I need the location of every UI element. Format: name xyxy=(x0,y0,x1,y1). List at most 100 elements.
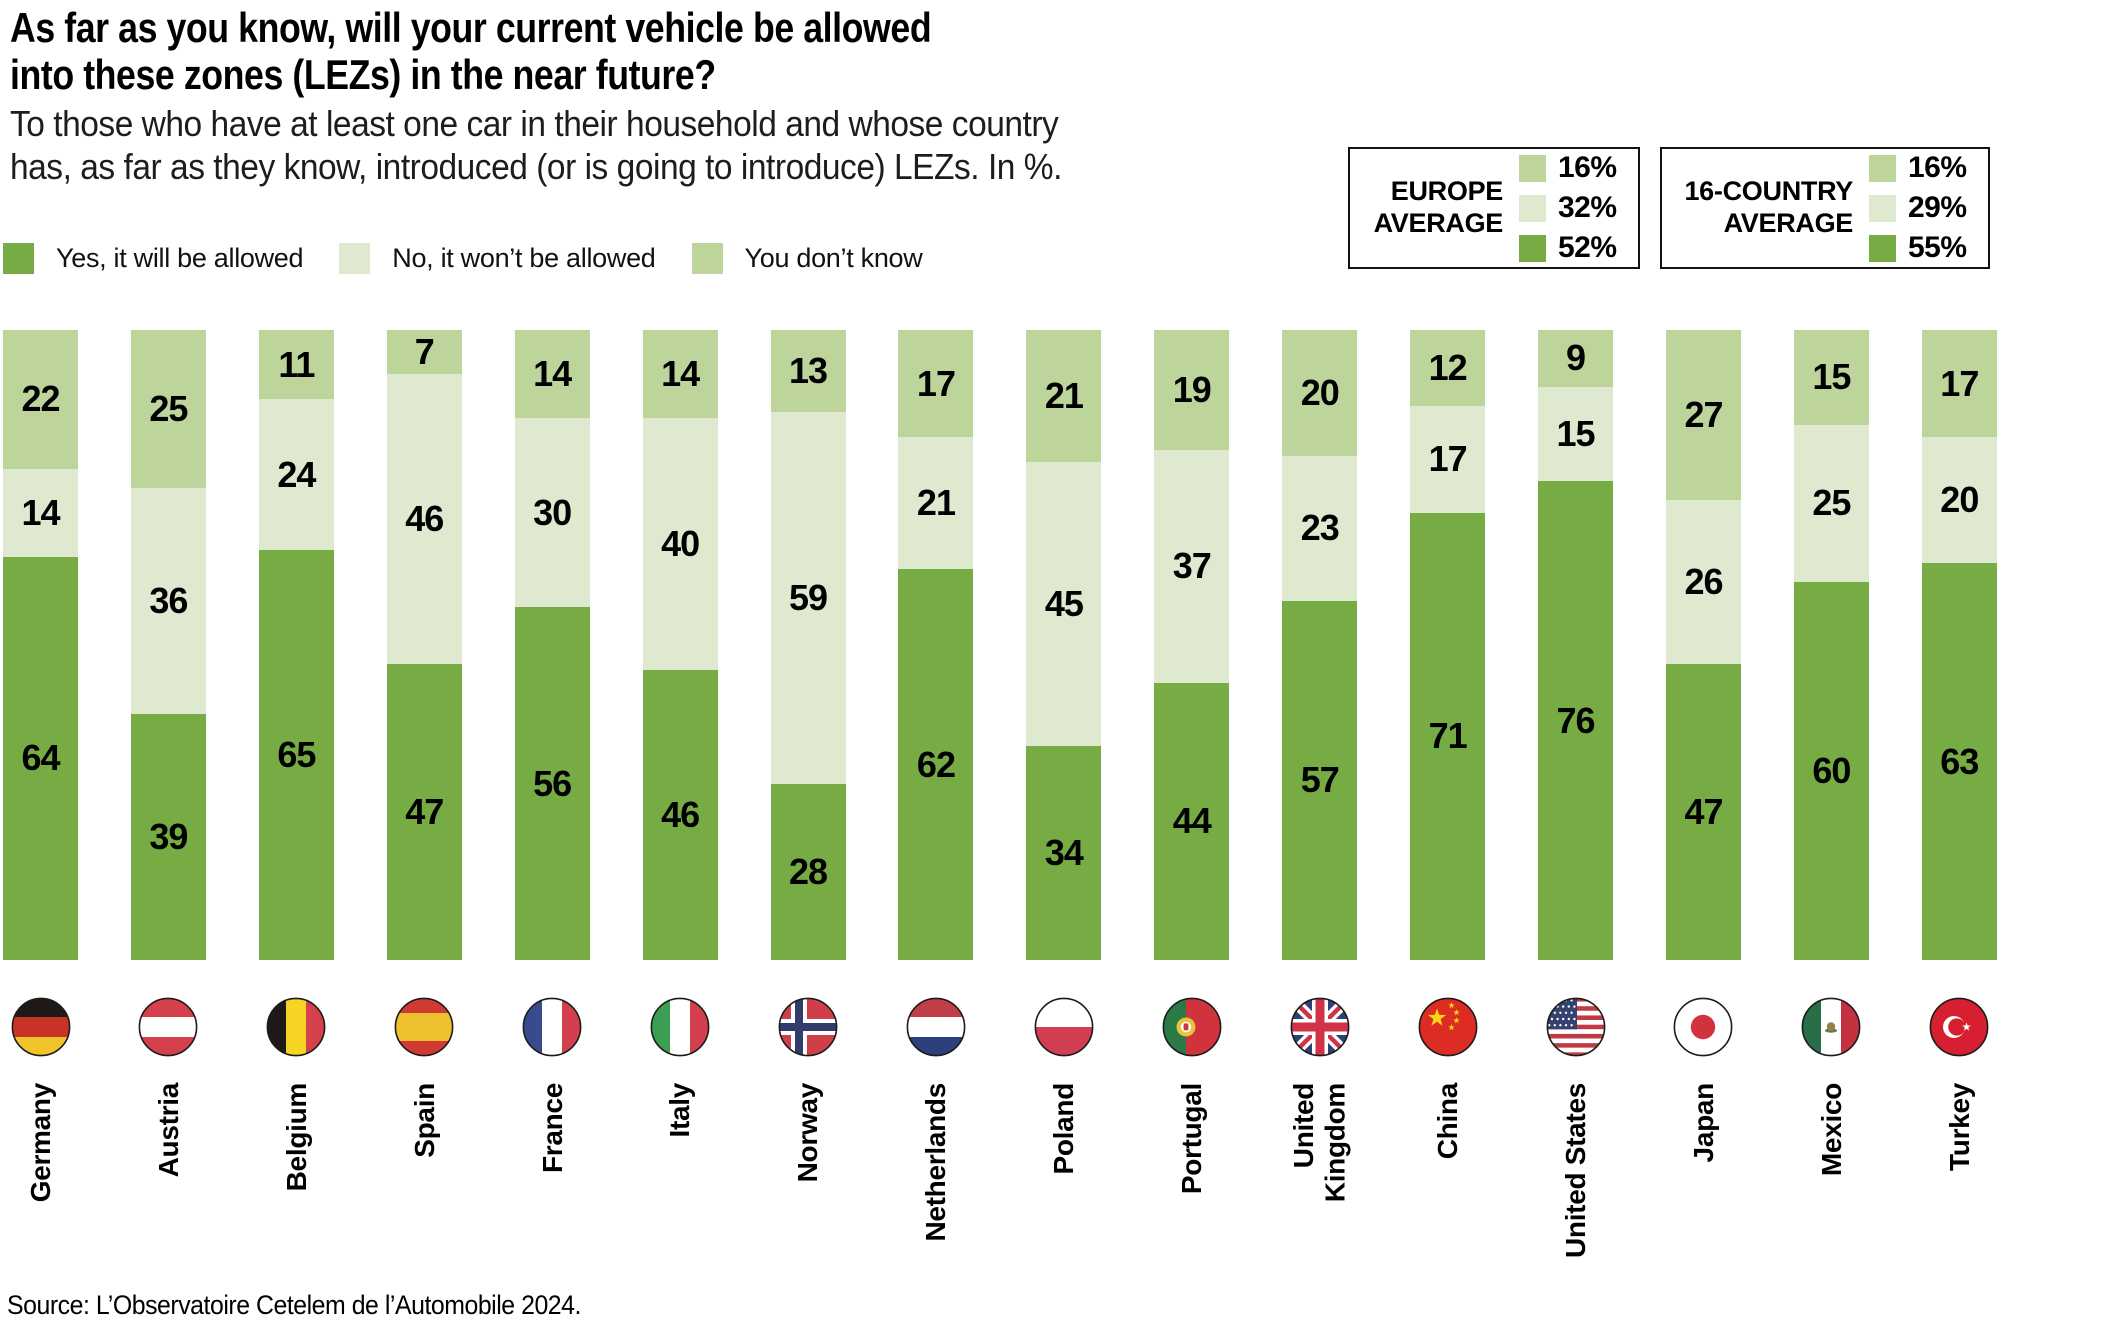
flag-japan-icon xyxy=(1673,997,1733,1057)
country-label: Austria xyxy=(152,1083,184,1178)
bar-segment-no: 25 xyxy=(1793,424,1869,582)
bar-stack: 17 20 63 xyxy=(1921,330,1997,960)
legend-label-yes: Yes, it will be allowed xyxy=(56,243,304,273)
bar-value-label: 17 xyxy=(1428,438,1468,480)
country-label: United States xyxy=(1559,1083,1591,1259)
bar-segment-dontknow: 11 xyxy=(258,330,334,400)
stacked-bar-chart: 22 14 64 Germany 25 36 39 Austria 11 24 65 Bel… xyxy=(3,330,1997,1258)
bar-segment-dontknow: 12 xyxy=(1410,330,1486,406)
average-row: 16% xyxy=(1519,151,1626,185)
bar-segment-no: 26 xyxy=(1665,500,1741,664)
bar-stack: 17 21 62 xyxy=(898,330,974,960)
bar-segment-dontknow: 7 xyxy=(386,330,462,375)
bar-stack: 14 30 56 xyxy=(514,330,590,960)
bar-segment-yes: 76 xyxy=(1538,481,1614,960)
bar-stack: 25 36 39 xyxy=(130,330,206,960)
bar-value-label: 14 xyxy=(533,353,572,395)
flag-united-kingdom-icon xyxy=(1290,997,1350,1057)
europe-average-box: EUROPE AVERAGE 16% 32% 52% xyxy=(1348,147,1640,269)
country-label: Portugal xyxy=(1176,1083,1208,1195)
bar-segment-no: 23 xyxy=(1282,456,1358,601)
legend-label-dontknow: You don’t know xyxy=(744,243,923,273)
bar-segment-no: 24 xyxy=(258,399,334,551)
bar-segment-yes: 34 xyxy=(1026,745,1102,960)
country-label: Norway xyxy=(792,1083,824,1183)
flag-china-icon xyxy=(1418,997,1478,1057)
bar-segment-dontknow: 25 xyxy=(130,330,206,488)
bar-value-label: 17 xyxy=(1940,362,1979,404)
bar-segment-yes: 39 xyxy=(130,714,206,960)
country-label: Turkey xyxy=(1943,1083,1975,1171)
bar-value-label: 28 xyxy=(789,850,828,892)
country-column: 7 46 47 Spain xyxy=(386,330,462,1158)
flag-united-states-icon xyxy=(1546,997,1606,1057)
bar-value-label: 65 xyxy=(277,734,316,776)
bar-value-label: 21 xyxy=(1044,375,1084,417)
bar-value-label: 39 xyxy=(149,816,188,858)
legend-item-yes: Yes, it will be allowed xyxy=(3,243,304,274)
country-label: Italy xyxy=(664,1083,696,1138)
bar-value-label: 40 xyxy=(661,523,700,565)
bar-value-label: 14 xyxy=(661,353,700,395)
bar-segment-yes: 60 xyxy=(1793,582,1869,960)
bar-value-label: 17 xyxy=(916,362,956,404)
country-column: 14 30 56 France xyxy=(514,330,590,1173)
bar-stack: 11 24 65 xyxy=(258,330,334,960)
bar-segment-dontknow: 13 xyxy=(770,330,846,412)
page-title: As far as you know, will your current ve… xyxy=(10,4,932,99)
legend: Yes, it will be allowed No, it won’t be … xyxy=(3,243,958,274)
country-column: 12 17 71 China xyxy=(1410,330,1486,1160)
bar-segment-dontknow: 15 xyxy=(1793,330,1869,425)
average-value: 55% xyxy=(1908,231,1967,264)
bar-value-label: 15 xyxy=(1812,356,1851,398)
bar-segment-yes: 64 xyxy=(3,556,78,960)
average-row: 32% xyxy=(1519,191,1626,225)
bar-value-label: 20 xyxy=(1300,372,1340,413)
flag-belgium-icon xyxy=(266,997,326,1057)
bar-segment-no: 20 xyxy=(1921,437,1997,564)
bar-value-label: 59 xyxy=(789,576,828,618)
country-label: Japan xyxy=(1687,1083,1719,1163)
bar-value-label: 14 xyxy=(21,491,60,533)
bar-value-label: 47 xyxy=(405,790,444,832)
average-swatch-dontknow-icon xyxy=(1869,154,1896,182)
bar-segment-no: 45 xyxy=(1026,462,1102,746)
bar-segment-no: 46 xyxy=(386,374,462,664)
bar-value-label: 71 xyxy=(1428,715,1468,757)
country-label: China xyxy=(1431,1083,1463,1160)
legend-item-no: No, it won’t be allowed xyxy=(339,243,656,274)
average-row: 52% xyxy=(1519,231,1626,265)
flag-norway-icon xyxy=(778,997,838,1057)
bar-segment-no: 21 xyxy=(898,437,974,570)
bar-segment-dontknow: 14 xyxy=(514,330,590,419)
bar-segment-yes: 65 xyxy=(258,550,334,960)
bar-segment-no: 30 xyxy=(514,418,590,608)
bar-segment-dontknow: 9 xyxy=(1538,330,1614,387)
europe-average-label: EUROPE AVERAGE xyxy=(1373,176,1504,238)
bar-value-label: 25 xyxy=(1812,482,1851,524)
average-swatch-yes-icon xyxy=(1869,234,1896,262)
bar-value-label: 15 xyxy=(1556,412,1596,454)
country-column: 17 20 63 Turkey xyxy=(1921,330,1997,1171)
bar-segment-dontknow: 21 xyxy=(1026,330,1102,463)
bar-segment-no: 17 xyxy=(1410,405,1486,513)
country-column: 20 23 57 United Kingdom xyxy=(1282,330,1358,1202)
country-label: Mexico xyxy=(1815,1083,1847,1177)
bar-value-label: 37 xyxy=(1172,545,1212,587)
country-column: 22 14 64 Germany xyxy=(3,330,78,1202)
bar-value-label: 11 xyxy=(278,343,315,385)
bar-value-label: 12 xyxy=(1428,346,1468,388)
bar-value-label: 62 xyxy=(916,743,956,785)
bar-stack: 27 26 47 xyxy=(1665,330,1741,960)
bar-segment-dontknow: 14 xyxy=(642,330,718,419)
sixteen-country-average-label: 16-COUNTRY AVERAGE xyxy=(1684,176,1853,238)
country-column: 11 24 65 Belgium xyxy=(258,330,334,1191)
bar-value-label: 22 xyxy=(21,378,60,420)
flag-france-icon xyxy=(522,997,582,1057)
country-column: 19 37 44 Portugal xyxy=(1154,330,1230,1195)
legend-swatch-dontknow-icon xyxy=(691,243,723,274)
country-column: 15 25 60 Mexico xyxy=(1793,330,1869,1177)
bar-segment-dontknow: 17 xyxy=(1921,330,1997,438)
country-label: Poland xyxy=(1048,1083,1080,1175)
average-value: 16% xyxy=(1558,151,1617,184)
